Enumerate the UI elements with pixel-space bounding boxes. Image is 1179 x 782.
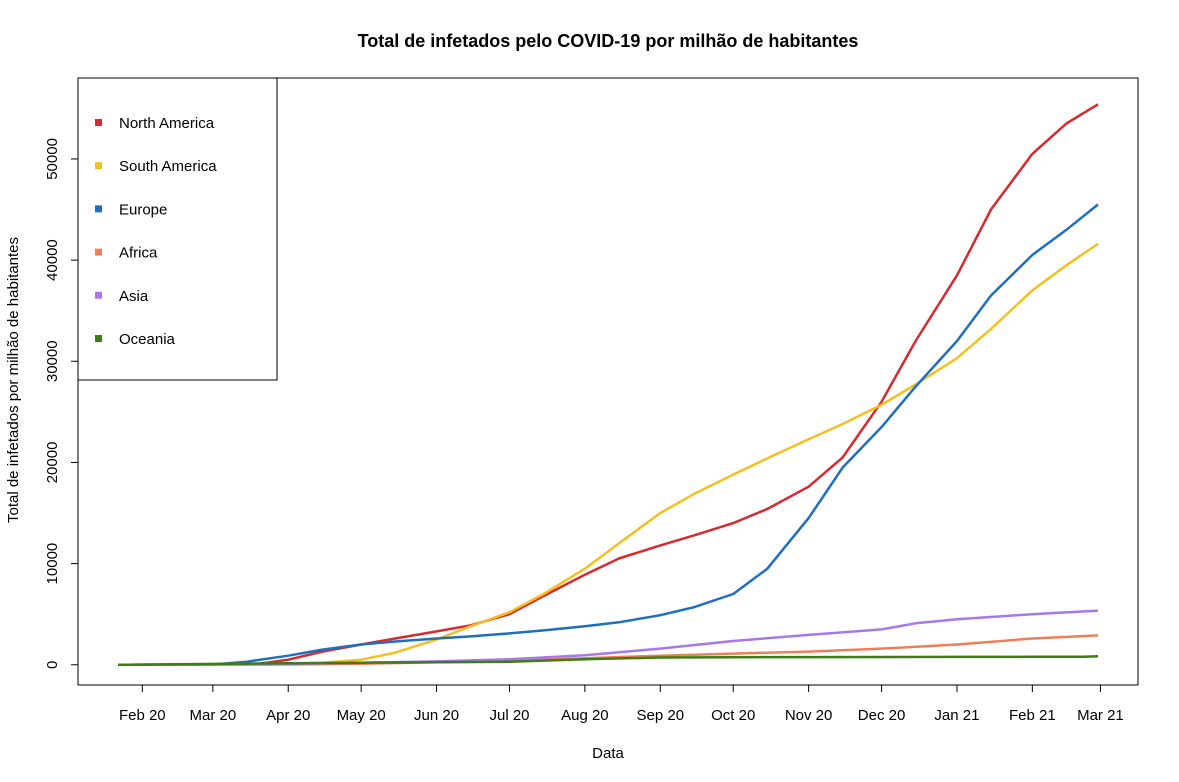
y-tick-label: 0	[44, 661, 61, 669]
x-tick-label: Aug 20	[561, 707, 609, 724]
x-tick-label: Feb 20	[119, 707, 166, 724]
x-tick-label: Jul 20	[489, 707, 529, 724]
x-tick-label: Mar 20	[189, 707, 236, 724]
legend-swatch-south-america	[95, 162, 102, 170]
series-line-europe	[117, 203, 1099, 667]
x-tick-label: Jan 21	[934, 707, 979, 724]
y-axis-label: Total de infetados por milhão de habitan…	[5, 237, 22, 523]
y-tick-label: 10000	[44, 543, 61, 585]
chart-title: Total de infetados pelo COVID-19 por mil…	[358, 31, 859, 51]
series-line-oceania	[117, 654, 1099, 667]
y-tick-label: 20000	[44, 442, 61, 484]
legend-swatch-africa	[95, 248, 102, 256]
x-tick-label: Feb 21	[1009, 707, 1056, 724]
x-tick-label: Jun 20	[414, 707, 459, 724]
series-line-south-america	[118, 242, 1099, 667]
series-line-north-america	[117, 103, 1099, 667]
x-tick-label: Mar 21	[1077, 707, 1124, 724]
x-tick-label: Dec 20	[858, 707, 906, 724]
legend-box	[77, 77, 278, 381]
legend-label-north-america: North America	[119, 115, 215, 132]
legend-swatch-europe	[95, 205, 102, 213]
x-axis-label: Data	[592, 745, 624, 762]
legend-label-south-america: South America	[119, 158, 217, 175]
legend-swatch-oceania	[95, 335, 102, 342]
y-tick-label: 40000	[44, 239, 61, 281]
series-line-africa	[117, 634, 1099, 667]
legend-label-oceania: Oceania	[119, 331, 176, 348]
legend-swatch-asia	[95, 291, 102, 299]
x-tick-label: Oct 20	[711, 707, 755, 724]
x-tick-label: Sep 20	[637, 707, 685, 724]
legend-swatch-north-america	[95, 119, 102, 126]
y-tick-label: 30000	[44, 340, 61, 382]
y-tick-label: 50000	[44, 138, 61, 180]
legend-label-africa: Africa	[119, 245, 158, 262]
x-tick-label: Apr 20	[266, 707, 310, 724]
legend-label-europe: Europe	[119, 201, 167, 218]
legend-label-asia: Asia	[119, 288, 149, 305]
x-tick-label: May 20	[337, 707, 386, 724]
x-tick-label: Nov 20	[785, 707, 833, 724]
